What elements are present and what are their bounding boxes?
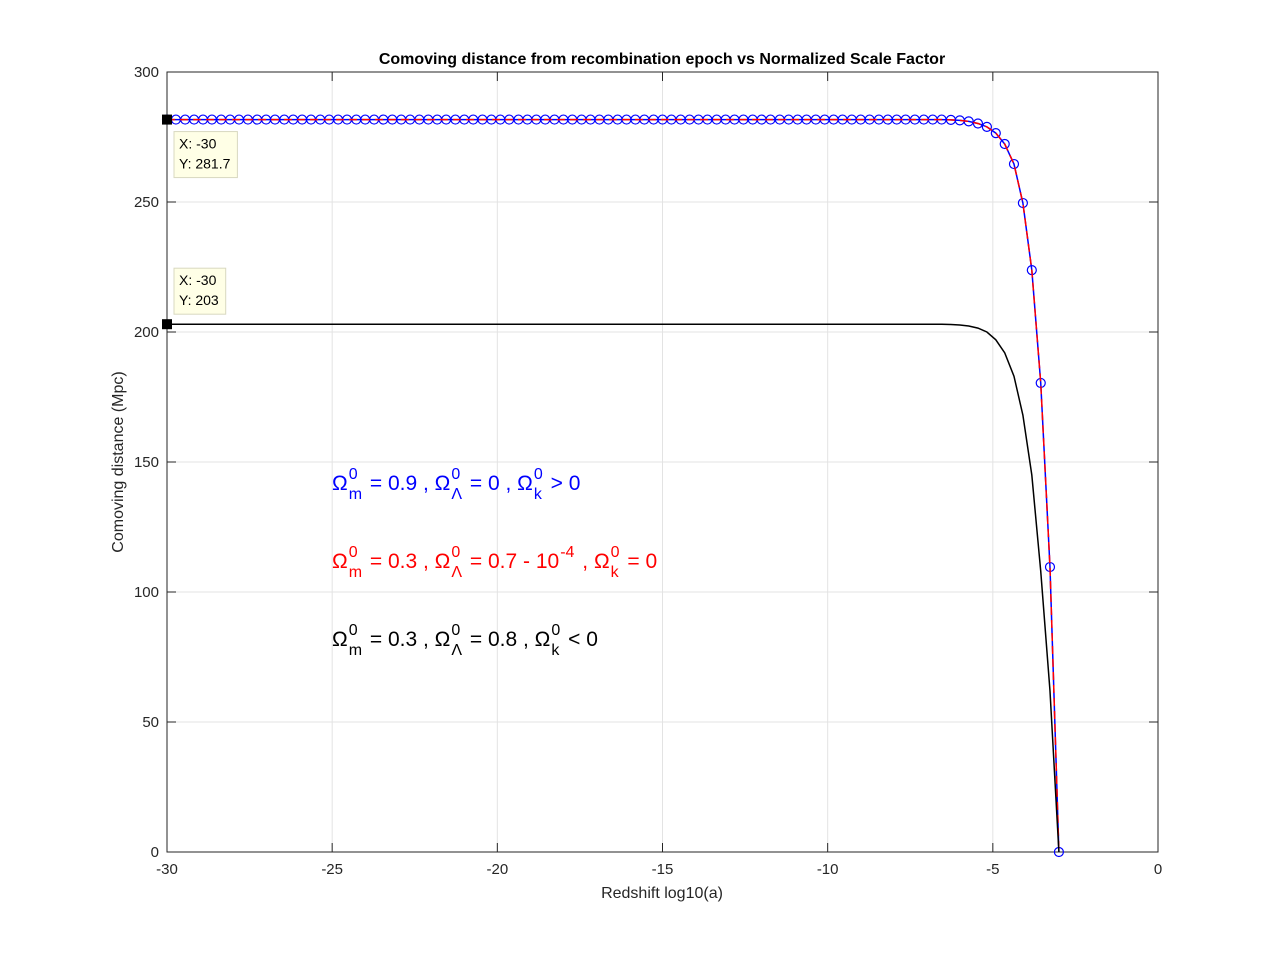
annotation-superscript: 0: [451, 544, 460, 561]
annotation-subscript: Λ: [451, 564, 462, 581]
annotation-text: = 0.8 , Ω: [464, 628, 550, 651]
annotation-text: = 0: [622, 550, 658, 573]
marker: [1008, 158, 1020, 170]
annotation-superscript: 0: [349, 622, 358, 639]
series-line: [167, 118, 1060, 853]
annotation-superscript: -4: [560, 544, 574, 561]
annotation-text: , Ω: [576, 550, 609, 573]
datatip-box: [173, 267, 227, 315]
annotation-superscript: 0: [611, 544, 620, 561]
x-tick-label: 0: [1154, 861, 1162, 878]
x-tick-label: -10: [817, 861, 839, 878]
axes-box: [166, 71, 1159, 853]
y-tick-label: 150: [134, 454, 159, 471]
x-axis-label: Redshift log10(a): [601, 885, 723, 902]
annotation-subscript: Λ: [451, 486, 462, 503]
annotation-text: = 0.7 - 10: [464, 550, 559, 573]
y-tick-label: 100: [134, 584, 159, 601]
annotation-subscript: k: [551, 642, 560, 659]
annotation-superscript: 0: [349, 466, 358, 483]
y-tick-label: 250: [134, 194, 159, 211]
annotation-text: = 0 , Ω: [464, 472, 533, 495]
annotation-subscript: m: [349, 564, 362, 581]
annotation-subscript: m: [349, 486, 362, 503]
y-tick-label: 0: [151, 844, 159, 861]
annotation-superscript: 0: [451, 622, 460, 639]
datatip-text: Y: 281.7: [179, 156, 231, 172]
datatip-box: [173, 131, 238, 179]
annotation-superscript: 0: [451, 466, 460, 483]
annotation-text: < 0: [562, 628, 598, 651]
series-line: [167, 323, 1060, 853]
annotation-text: Ω: [332, 550, 348, 573]
annotation-text: = 0.3 , Ω: [364, 628, 450, 651]
marker: [981, 121, 992, 132]
y-tick-label: 200: [134, 324, 159, 341]
y-axis-label: Comoving distance (Mpc): [110, 371, 127, 552]
datatip: X: -30 Y: 281.7: [162, 114, 238, 179]
annotation-superscript: 0: [349, 544, 358, 561]
x-tick-label: -20: [486, 861, 508, 878]
datatip-text: X: -30: [179, 136, 217, 152]
annotation-superscript: 0: [551, 622, 560, 639]
annotation-text: Ω: [332, 628, 348, 651]
x-tick-label: -15: [652, 861, 674, 878]
annotation-subscript: Λ: [451, 642, 462, 659]
annotation-subscript: m: [349, 642, 362, 659]
x-tick-label: -30: [156, 861, 178, 878]
datatip: X: -30 Y: 203: [162, 267, 227, 330]
marker: [972, 118, 984, 129]
annotation-text: = 0.9 , Ω: [364, 472, 450, 495]
annotation-subscript: k: [534, 486, 543, 503]
plot-area: -30 -25 -20 -15 -10 -5 0 0 50 100 150 200 250 300 X: -…: [134, 64, 1162, 878]
datatip-text: X: -30: [179, 272, 217, 288]
datatip-text: Y: 203: [179, 292, 219, 308]
x-tick-label: -25: [321, 861, 343, 878]
annotation-text: > 0: [545, 472, 581, 495]
chart-title: Comoving distance from recombination epo…: [379, 51, 945, 68]
annotation-superscript: 0: [534, 466, 543, 483]
datatip-marker: [162, 319, 172, 330]
datatip-marker: [162, 114, 172, 125]
marker: [999, 138, 1010, 150]
annotation-text: Ω: [332, 472, 348, 495]
marker: [990, 128, 1001, 139]
annotation-subscript: k: [611, 564, 620, 581]
x-tick-label: -5: [986, 861, 999, 878]
annotation-text: = 0.3 , Ω: [364, 550, 450, 573]
y-tick-label: 50: [142, 714, 159, 731]
y-tick-label: 300: [134, 64, 159, 81]
